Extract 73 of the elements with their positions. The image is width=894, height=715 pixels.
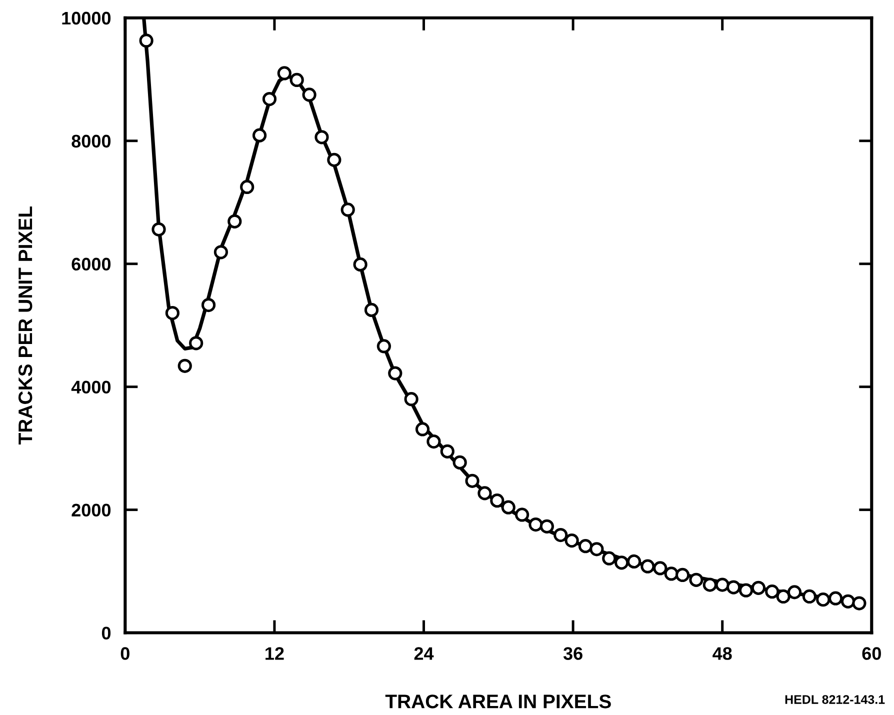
- point: [290, 72, 304, 88]
- x-tick-label: 12: [266, 647, 284, 660]
- point: [501, 500, 516, 514]
- point: [738, 583, 754, 598]
- point: [465, 474, 480, 488]
- point: [178, 358, 192, 373]
- point: [751, 580, 766, 595]
- point: [852, 596, 866, 610]
- point: [689, 572, 704, 587]
- x-axis-title: TRACK AREA IN PIXELS: [385, 694, 611, 708]
- x-tick-label: 0: [120, 647, 130, 660]
- point: [353, 257, 368, 272]
- point: [240, 180, 254, 194]
- y-tick-label: 4000: [71, 380, 111, 394]
- point: [776, 589, 790, 604]
- point: [302, 88, 316, 102]
- point: [388, 366, 402, 380]
- point: [787, 585, 802, 600]
- point: [252, 128, 267, 142]
- point: [214, 245, 228, 260]
- point: [840, 594, 856, 608]
- point: [578, 539, 593, 554]
- point: [376, 339, 392, 354]
- point: [327, 152, 342, 167]
- point: [614, 556, 629, 570]
- point: [139, 34, 154, 48]
- point: [340, 202, 355, 217]
- y-tick-label: 10000: [62, 12, 111, 25]
- point: [726, 580, 741, 594]
- point: [554, 528, 568, 542]
- point: [426, 434, 441, 449]
- point: [262, 92, 277, 106]
- point: [653, 561, 668, 576]
- point: [640, 559, 655, 574]
- point: [415, 422, 430, 436]
- x-tick-label: 36: [563, 647, 582, 660]
- point: [528, 517, 543, 532]
- point: [702, 578, 717, 592]
- point: [802, 589, 817, 604]
- point: [675, 568, 690, 582]
- y-tick-label: 8000: [72, 134, 111, 148]
- point: [452, 455, 467, 470]
- point: [189, 336, 204, 350]
- point: [152, 222, 166, 236]
- point: [364, 302, 379, 318]
- point: [440, 444, 454, 458]
- point: [626, 554, 642, 569]
- point: [404, 392, 418, 406]
- point: [828, 591, 843, 606]
- point: [314, 130, 329, 144]
- point: [765, 584, 780, 599]
- point: [715, 578, 730, 592]
- point: [228, 214, 242, 228]
- point: [540, 519, 554, 534]
- point: [816, 592, 830, 607]
- point: [590, 542, 604, 556]
- point: [602, 551, 616, 566]
- point: [664, 566, 678, 581]
- point: [478, 486, 492, 500]
- text: HEDL 8212-143.1: [785, 695, 885, 704]
- point: [514, 508, 530, 522]
- point: [490, 494, 504, 508]
- y-tick-label: 2000: [72, 504, 111, 517]
- point: [165, 306, 180, 320]
- x-tick-label: 24: [414, 647, 434, 660]
- x-tick-label: 48: [712, 647, 732, 660]
- y-tick-label: 0: [102, 626, 111, 640]
- point: [277, 66, 292, 80]
- y-axis-title: TRACKS PER UNIT PIXEL: [18, 206, 32, 444]
- y-tick-label: 6000: [72, 258, 111, 271]
- x-tick-label: 60: [862, 647, 881, 660]
- point: [564, 533, 579, 548]
- point: [201, 298, 216, 312]
